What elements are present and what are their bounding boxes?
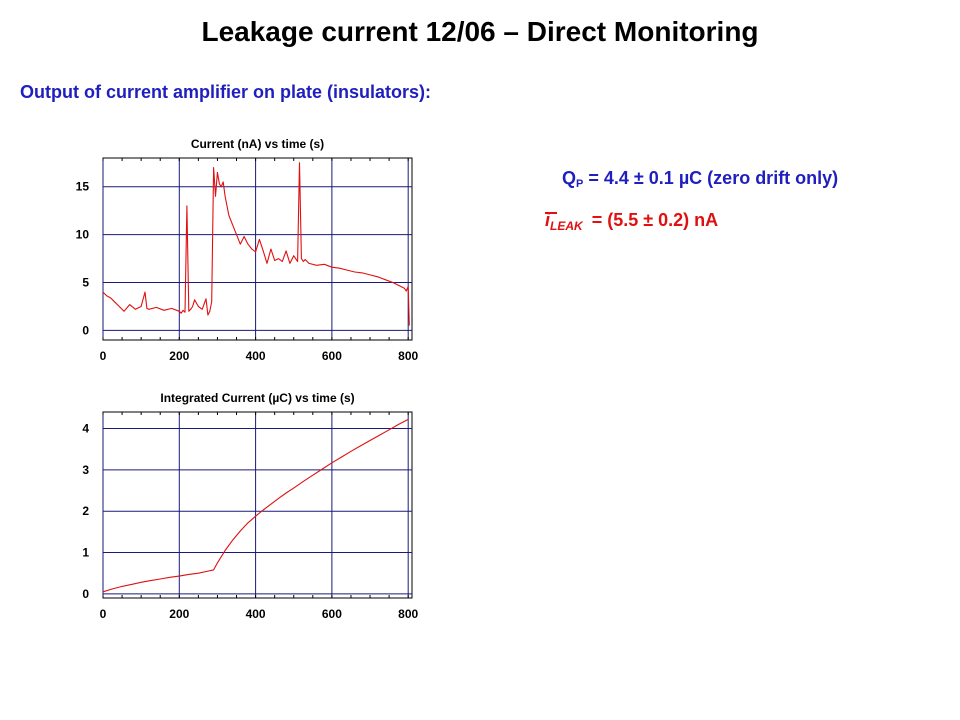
x-tick-label: 400 [246,607,266,621]
y-tick-label: 4 [82,422,89,436]
x-tick-label: 600 [322,349,342,363]
y-tick-label: 1 [82,546,89,560]
x-tick-label: 0 [100,607,107,621]
x-tick-label: 200 [169,349,189,363]
y-tick-label: 15 [76,180,90,194]
y-tick-label: 5 [82,276,89,290]
y-tick-label: 3 [82,463,89,477]
chart-title: Current (nA) vs time (s) [191,137,324,151]
current-chart: 0 200 400 600 800 0 5 10 15 Current (nA) vs time … [76,137,419,363]
chart-title: Integrated Current (µC) vs time (s) [160,391,354,405]
plot-frame [103,158,412,340]
x-tick-label: 600 [322,607,342,621]
x-tick-label: 200 [169,607,189,621]
integrated-chart: 0 200 400 600 800 0 1 2 3 4 Integrated Current (µC… [82,391,418,621]
y-tick-label: 0 [82,323,89,337]
y-tick-label: 10 [76,228,90,242]
plot-frame [103,412,412,598]
x-tick-label: 800 [398,349,418,363]
y-tick-label: 2 [82,504,89,518]
y-tick-label: 0 [82,587,89,601]
x-tick-label: 0 [100,349,107,363]
x-tick-label: 400 [246,349,266,363]
x-tick-label: 800 [398,607,418,621]
